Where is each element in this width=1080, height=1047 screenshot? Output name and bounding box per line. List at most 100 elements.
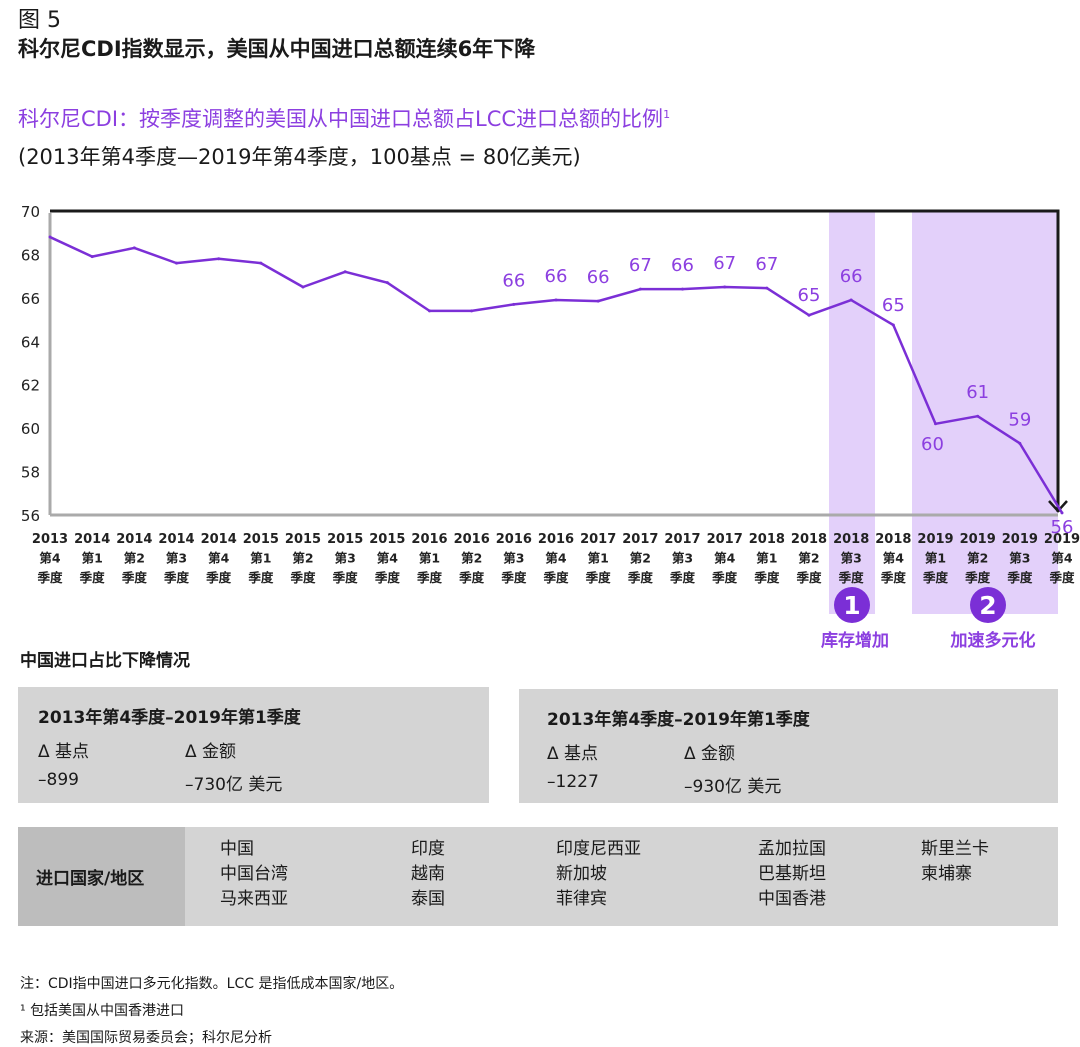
data-point — [596, 299, 600, 303]
delta-amount-value: –930亿 美元 — [684, 777, 782, 797]
data-point — [976, 414, 980, 418]
country-table-label: 进口国家/地区 — [18, 827, 185, 926]
x-tick-label: 季度 — [416, 570, 443, 585]
country-column: 印度尼西亚 新加坡 菲律宾 — [556, 837, 641, 912]
data-label: 66 — [587, 267, 610, 288]
y-tick-label: 56 — [21, 507, 40, 525]
country: 印度尼西亚 — [556, 839, 641, 859]
x-tick-label: 第2 — [461, 551, 482, 566]
x-tick-label: 季度 — [163, 570, 190, 585]
data-point — [891, 323, 895, 327]
x-tick-label: 季度 — [838, 570, 865, 585]
data-label: 59 — [1008, 409, 1031, 430]
x-tick-label: 第1 — [419, 551, 440, 566]
x-tick-label: 第1 — [925, 551, 946, 566]
data-label: 66 — [502, 270, 525, 291]
data-label: 56 — [1051, 517, 1074, 538]
x-tick-label: 第3 — [166, 551, 187, 566]
highlight-number: 1 — [843, 591, 860, 620]
x-tick-label: 第4 — [883, 551, 905, 566]
x-tick-label: 季度 — [711, 570, 738, 585]
line-chart: 70 68 66 64 62 60 58 56 2013 第4 季度 2014 第1 季度 2014 第2 季度… — [21, 203, 1080, 650]
data-point — [343, 270, 347, 274]
x-tick-label: 第2 — [292, 551, 313, 566]
country: 新加坡 — [556, 864, 607, 884]
x-tick-label: 第1 — [756, 551, 777, 566]
country: 泰国 — [411, 889, 445, 909]
x-tick-label: 季度 — [669, 570, 696, 585]
chart-subtitle: 科尔尼CDI：按季度调整的美国从中国进口总额占LCC进口总额的比例1 — [18, 103, 670, 133]
country: 越南 — [411, 864, 445, 884]
data-point — [765, 286, 769, 290]
country: 菲律宾 — [556, 889, 607, 909]
x-tick-label: 第1 — [588, 551, 609, 566]
x-tick-label: 季度 — [205, 570, 232, 585]
footnote: ¹ 包括美国从中国香港进口 — [20, 1003, 185, 1019]
data-label: 66 — [671, 255, 694, 276]
delta-bp-value: –899 — [38, 770, 79, 790]
data-label: 61 — [966, 382, 989, 403]
highlight-number-badge — [834, 587, 870, 623]
x-tick-label: 2017 — [707, 532, 743, 547]
x-tick-label: 季度 — [922, 570, 949, 585]
y-tick-label: 68 — [21, 246, 40, 264]
country-column: 孟加拉国 巴基斯坦 中国香港 — [758, 837, 826, 912]
x-tick-label: 2017 — [580, 532, 616, 547]
delta-amount-value: –730亿 美元 — [185, 775, 283, 795]
figure-title: 科尔尼CDI指数显示，美国从中国进口总额连续6年下降 — [18, 37, 536, 61]
x-tick-label: 季度 — [374, 570, 401, 585]
country: 马来西亚 — [220, 889, 288, 909]
x-tick-label: 季度 — [795, 570, 822, 585]
data-point — [1060, 511, 1064, 515]
x-tick-label: 季度 — [289, 570, 316, 585]
country: 中国香港 — [758, 889, 826, 909]
data-label: 67 — [629, 255, 652, 276]
x-tick-label: 2018 — [749, 532, 785, 547]
x-tick-label: 第1 — [82, 551, 103, 566]
x-tick-label: 2018 — [833, 532, 869, 547]
x-tick-label: 季度 — [585, 570, 612, 585]
country-column: 中国 中国台湾 马来西亚 — [220, 837, 288, 912]
country: 中国 — [220, 839, 254, 859]
data-point — [217, 257, 221, 261]
figure-number: 图 5 — [18, 8, 61, 33]
delta-bp-header: Δ 基点 — [38, 742, 90, 762]
box-title: 2013年第4季度–2019年第1季度 — [38, 708, 301, 728]
x-tick-label: 季度 — [247, 570, 274, 585]
x-tick-label: 2019 — [1044, 532, 1080, 547]
x-tick-label: 季度 — [458, 570, 485, 585]
box-title: 2013年第4季度–2019年第1季度 — [547, 710, 810, 730]
x-tick-label: 第4 — [714, 551, 736, 566]
x-tick-label: 2014 — [116, 532, 152, 547]
decline-box-2: 2013年第4季度–2019年第1季度 Δ 基点 Δ 金额 –1227 –930… — [519, 689, 1058, 803]
range-note: (2013年第4季度—2019年第4季度，100基点 = 80亿美元) — [18, 145, 581, 169]
x-tick-label: 第4 — [545, 551, 567, 566]
x-tick-label: 第2 — [630, 551, 651, 566]
delta-bp-value: –1227 — [547, 772, 599, 792]
highlight-label: 库存增加 — [821, 630, 889, 650]
decline-heading: 中国进口占比下降情况 — [20, 651, 190, 671]
data-point — [132, 246, 136, 250]
data-label: 60 — [921, 434, 944, 455]
highlight-band — [829, 211, 875, 614]
footnote-mark: 1 — [663, 108, 671, 121]
y-tick-label: 64 — [21, 333, 40, 351]
x-tick-label: 季度 — [1048, 570, 1075, 585]
decline-box-1: 2013年第4季度–2019年第1季度 Δ 基点 Δ 金额 –899 –730亿… — [18, 687, 489, 803]
data-label: 66 — [840, 266, 863, 287]
data-point — [470, 309, 474, 313]
x-tick-label: 季度 — [542, 570, 569, 585]
data-point — [90, 255, 94, 259]
data-point — [385, 281, 389, 285]
x-tick-label: 2014 — [74, 532, 110, 547]
x-tick-label: 第2 — [798, 551, 819, 566]
x-tick-label: 2014 — [201, 532, 237, 547]
data-point — [1018, 441, 1022, 445]
x-tick-label: 2017 — [664, 532, 700, 547]
highlight-band — [912, 211, 1058, 614]
data-point — [807, 313, 811, 317]
x-tick-label: 2014 — [158, 532, 194, 547]
x-tick-label: 季度 — [500, 570, 527, 585]
data-label: 66 — [545, 266, 568, 287]
x-tick-label: 季度 — [36, 570, 63, 585]
